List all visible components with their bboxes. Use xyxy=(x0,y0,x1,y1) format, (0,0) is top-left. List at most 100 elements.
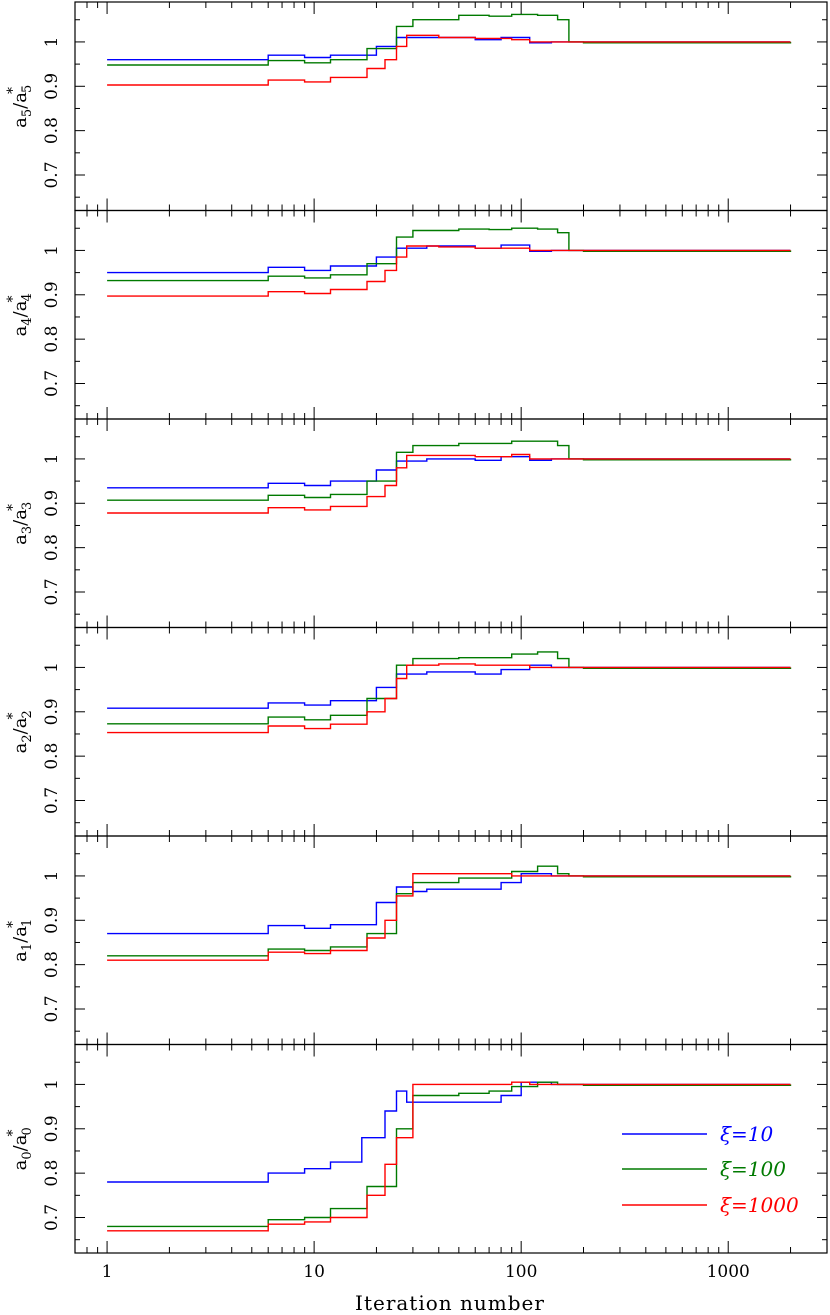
series-line-2-0 xyxy=(107,456,791,489)
y-label-sub: 0 xyxy=(20,1151,35,1159)
panel-frame xyxy=(74,835,828,1046)
y-tick-label: 1 xyxy=(42,36,62,47)
series-line-4-2 xyxy=(107,873,791,961)
series-line-2-2 xyxy=(107,453,791,514)
y-tick-label: 0.8 xyxy=(42,1160,62,1187)
y-label-base: a xyxy=(10,926,31,937)
y-tick-label: 0.9 xyxy=(42,1115,62,1142)
series-line-4-1 xyxy=(107,865,792,957)
y-label-slash: / xyxy=(10,936,31,943)
y-label-base: a xyxy=(10,717,31,728)
y-label-sup: * xyxy=(5,504,21,511)
y-label-sub: 5 xyxy=(20,85,35,93)
y-tick-label: 0.9 xyxy=(42,490,62,517)
y-label-sub: 0 xyxy=(20,1127,35,1135)
y-tick-label: 1 xyxy=(42,662,62,673)
y-label-base: a xyxy=(10,117,31,128)
y-tick-label: 0.7 xyxy=(42,787,62,814)
y-label-sub: 2 xyxy=(20,710,35,718)
legend-label: ξ=10 xyxy=(720,1122,773,1146)
y-tick-label: 0.8 xyxy=(42,743,62,770)
y-label-base: a xyxy=(10,1134,31,1145)
y-label-base: a xyxy=(10,92,31,103)
y-label-sup: * xyxy=(5,921,21,928)
y-label-sup: * xyxy=(5,713,21,720)
panels-group: 0.70.80.91a5/a*50.70.80.91a4/a*40.70.80.… xyxy=(5,1,828,1254)
legend: ξ=10 ξ=100 ξ=1000 xyxy=(622,1122,799,1217)
y-label-base: a xyxy=(10,1159,31,1170)
y-label-slash: / xyxy=(10,1144,31,1151)
y-label-sub: 4 xyxy=(20,317,35,325)
y-label-sub: 3 xyxy=(20,502,35,510)
y-label-base: a xyxy=(10,325,31,336)
y-label-base: a xyxy=(10,951,31,962)
series-line-3-0 xyxy=(107,664,791,709)
y-tick-label: 0.9 xyxy=(42,73,62,100)
y-label-base: a xyxy=(10,742,31,753)
panel-frame xyxy=(74,209,828,420)
y-tick-label: 0.7 xyxy=(42,1204,62,1231)
y-axis-label: a0/a*0 xyxy=(5,1127,35,1170)
x-axis-label: Iteration number xyxy=(355,1291,545,1315)
y-label-sup: * xyxy=(5,87,21,94)
y-axis-label: a3/a*3 xyxy=(5,502,35,545)
y-label-sub: 3 xyxy=(20,526,35,534)
y-tick-label: 0.8 xyxy=(42,951,62,978)
legend-label: ξ=1000 xyxy=(720,1193,799,1217)
y-tick-label: 0.9 xyxy=(42,281,62,308)
series-line-0-2 xyxy=(107,34,791,86)
y-label-base: a xyxy=(10,509,31,520)
y-tick-label: 0.8 xyxy=(42,534,62,561)
y-tick-label: 0.7 xyxy=(42,995,62,1022)
panel-frame xyxy=(74,1,828,212)
y-label-sub: 1 xyxy=(20,943,35,951)
y-tick-label: 0.9 xyxy=(42,698,62,725)
y-tick-label: 1 xyxy=(42,1079,62,1090)
legend-label: ξ=100 xyxy=(720,1157,786,1181)
panel-frame xyxy=(74,418,828,629)
y-tick-label: 0.7 xyxy=(42,161,62,188)
x-tick-label: 1 xyxy=(102,1262,113,1282)
y-label-slash: / xyxy=(10,102,31,109)
x-tick-label: 100 xyxy=(505,1262,537,1282)
series-line-1-0 xyxy=(107,244,791,274)
panel-frame xyxy=(74,1043,828,1254)
y-axis-label: a1/a*1 xyxy=(5,919,35,962)
series-line-5-0 xyxy=(107,1081,791,1183)
series-line-1-2 xyxy=(107,245,791,297)
y-axis-label: a2/a*2 xyxy=(5,710,35,753)
series-line-3-1 xyxy=(107,651,792,725)
y-label-slash: / xyxy=(10,727,31,734)
y-label-slash: / xyxy=(10,519,31,526)
series-line-3-2 xyxy=(107,663,791,734)
y-label-sub: 4 xyxy=(20,293,35,301)
y-tick-label: 0.8 xyxy=(42,117,62,144)
y-label-sub: 1 xyxy=(20,919,35,927)
y-label-base: a xyxy=(10,534,31,545)
series-line-0-1 xyxy=(107,13,792,66)
y-axis-label: a5/a*5 xyxy=(5,85,35,128)
y-label-sub: 2 xyxy=(20,734,35,742)
y-tick-label: 0.8 xyxy=(42,326,62,353)
y-label-sub: 5 xyxy=(20,109,35,117)
y-label-sup: * xyxy=(5,1130,21,1137)
panel-4: 0.7 0.8 0.9 1a1/a*1 xyxy=(5,835,828,1046)
x-tick-label: 1000 xyxy=(707,1262,750,1282)
x-axis-tick-labels: 1 10 100 1000 xyxy=(102,1262,750,1282)
series-line-5-2 xyxy=(107,1081,791,1232)
series-line-2-1 xyxy=(107,440,792,501)
y-tick-label: 0.9 xyxy=(42,907,62,934)
y-tick-label: 0.7 xyxy=(42,578,62,605)
y-label-slash: / xyxy=(10,310,31,317)
series-line-0-0 xyxy=(107,36,791,61)
series-line-5-1 xyxy=(107,1081,792,1228)
y-axis-label: a4/a*4 xyxy=(5,293,35,336)
y-label-sup: * xyxy=(5,296,21,303)
y-tick-label: 1 xyxy=(42,245,62,256)
y-tick-label: 0.7 xyxy=(42,370,62,397)
